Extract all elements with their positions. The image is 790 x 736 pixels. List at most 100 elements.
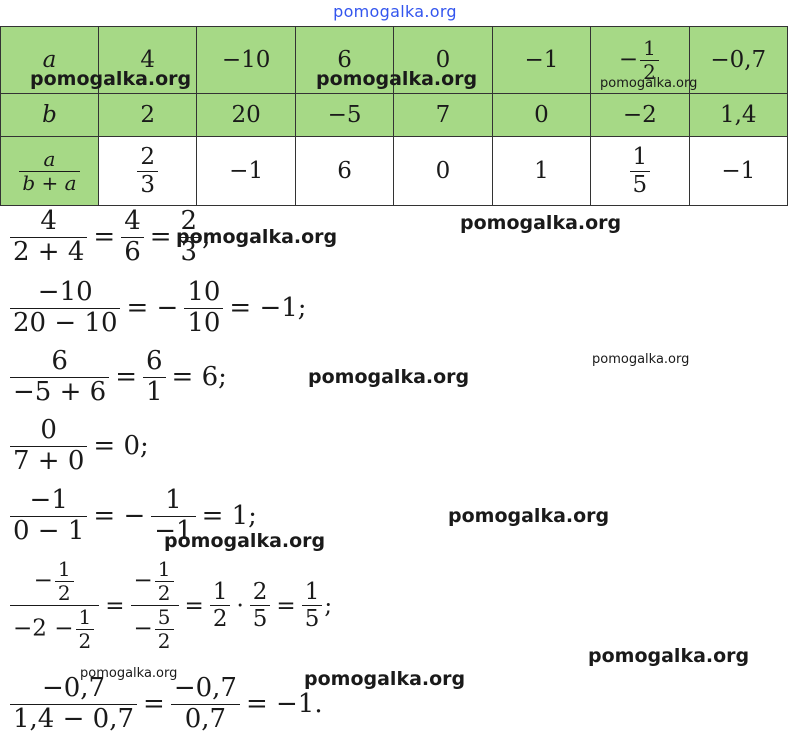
equals-sign: = xyxy=(143,689,165,720)
frac-num: 1 xyxy=(640,36,659,61)
cell-q-5: 1 xyxy=(491,136,592,206)
cell-b-1: 2 xyxy=(97,93,198,137)
frac-den: 2 xyxy=(157,581,171,605)
watermark-text: pomogalka.org xyxy=(460,212,622,234)
complex-fraction: −1 2 −2 −1 2 xyxy=(10,558,100,653)
complex-num: −1 2 xyxy=(130,558,179,606)
frac-num: 0 xyxy=(10,415,88,447)
frac-den: 2 xyxy=(643,59,656,84)
frac-den: 2 xyxy=(157,629,171,653)
result-text: = −1. xyxy=(245,689,323,720)
watermark-text: pomogalka.org xyxy=(308,366,470,388)
watermark-text: pomogalka.org xyxy=(30,68,192,90)
top-watermark: pomogalka.org xyxy=(333,2,457,21)
calc-line-2: −10 20 − 10 = − 10 10 = −1; xyxy=(8,277,311,339)
result-text: = −1; xyxy=(229,293,307,324)
watermark-text: pomogalka.org xyxy=(316,68,478,90)
calc-fraction: −0,7 1,4 − 0,7 xyxy=(10,673,138,735)
frac-num: 2 xyxy=(137,144,159,172)
cell-b-7: 1,4 xyxy=(688,93,789,137)
frac-den: 3 xyxy=(180,236,198,267)
watermark-text: pomogalka.org xyxy=(600,76,698,91)
frac-num: 1 xyxy=(154,558,174,582)
cell-a-2: −10 xyxy=(196,26,296,94)
row-b-header: b xyxy=(0,93,99,137)
multiply-dot: · xyxy=(236,592,244,619)
frac-num: −0,7 xyxy=(10,673,138,705)
cell-b-2: 20 xyxy=(196,93,296,137)
result-text: = 1; xyxy=(201,501,257,532)
frac-den: 7 + 0 xyxy=(13,445,85,476)
neg-sign: − xyxy=(133,615,153,642)
watermark-text: pomogalka.org xyxy=(588,645,750,667)
cell-b-6: −2 xyxy=(590,93,690,137)
frac-den: 10 xyxy=(187,307,221,338)
frac-den: 2 xyxy=(57,581,71,605)
frac-num: 1 xyxy=(54,558,74,582)
watermark-text: pomogalka.org xyxy=(176,226,338,248)
row-b: b 2 20 −5 7 0 −2 1,4 xyxy=(0,93,789,137)
frac-den: 2 + 4 xyxy=(13,236,85,267)
complex-den: −2 −1 2 xyxy=(10,606,99,653)
semicolon: ; xyxy=(324,592,333,619)
result-text: = 0; xyxy=(93,431,149,462)
row-a: a 4 −10 6 0 −1 −1 2 −0,7 xyxy=(0,26,789,94)
frac-den: 3 xyxy=(140,171,156,198)
frac-den: 5 xyxy=(304,606,320,632)
values-table: a 4 −10 6 0 −1 −1 2 −0,7 b 2 20 −5 7 0 −2… xyxy=(0,26,789,206)
frac-num: 5 xyxy=(154,606,174,630)
equals-sign: = xyxy=(93,222,116,253)
cell-q-2: −1 xyxy=(196,136,296,206)
frac-num: −0,7 xyxy=(170,673,240,705)
frac-den: 5 xyxy=(252,606,268,632)
frac-num: 4 xyxy=(121,206,144,238)
frac-num: 2 xyxy=(177,206,201,238)
equals-sign: = xyxy=(276,592,296,619)
equals-sign: = − xyxy=(126,293,179,324)
frac-den: 2 xyxy=(212,606,228,632)
neg-sign: − xyxy=(33,567,53,594)
equals-sign: = xyxy=(115,362,137,393)
calc-fraction: −10 20 − 10 xyxy=(10,277,121,339)
frac-den: 6 xyxy=(124,236,141,267)
frac-num: 1 xyxy=(301,579,323,606)
frac-den: −1 xyxy=(154,515,193,546)
frac-den: 0 − 1 xyxy=(13,515,85,546)
equals-sign: = xyxy=(105,592,125,619)
frac-num: 6 xyxy=(10,346,110,378)
equals-sign: = xyxy=(184,592,204,619)
den-prefix: −2 − xyxy=(13,615,74,642)
cell-q-4: 0 xyxy=(393,136,493,206)
frac-num: 1 xyxy=(75,606,95,630)
frac-num: 10 xyxy=(184,277,224,309)
frac-num: 1 xyxy=(629,144,651,172)
row-a-header: a xyxy=(0,26,99,94)
cell-b-3: −5 xyxy=(294,93,395,137)
cell-a-7: −0,7 xyxy=(688,26,789,94)
calc-fraction: 6 −5 + 6 xyxy=(10,346,110,408)
calc-fraction: 1 −1 xyxy=(151,485,196,547)
calc-fraction: −1 0 − 1 xyxy=(10,485,88,547)
frac-den: 1 xyxy=(145,376,163,407)
frac-num: 2 xyxy=(249,579,271,606)
calc-line-5: −1 0 − 1 = − 1 −1 = 1; xyxy=(8,485,261,547)
cell-a-3: 6 xyxy=(294,26,395,94)
equals-sign: = xyxy=(149,222,172,253)
watermark-text: pomogalka.org xyxy=(304,668,466,690)
